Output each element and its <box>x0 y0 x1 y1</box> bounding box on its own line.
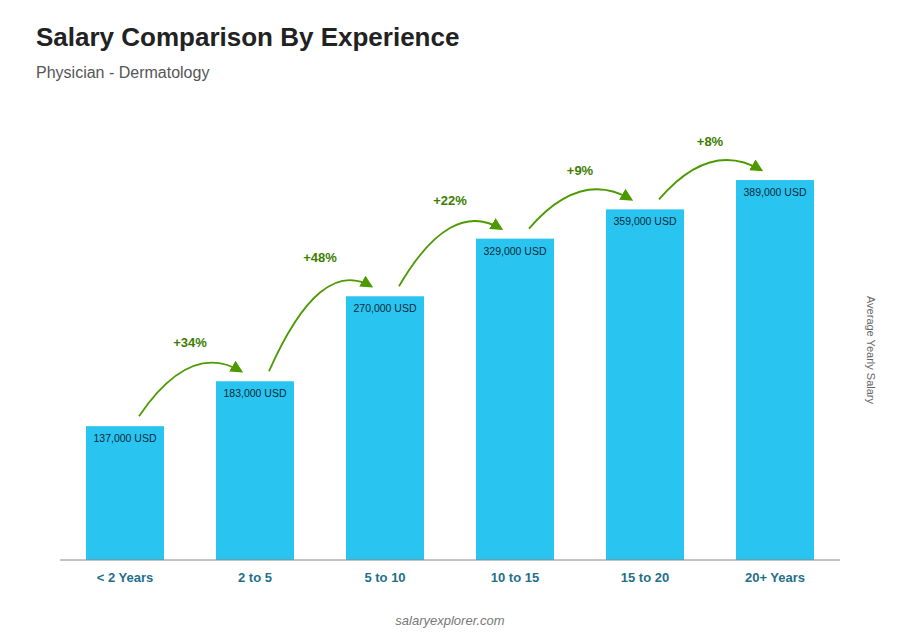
y-axis-label: Average Yearly Salary <box>865 296 877 405</box>
footer: salaryexplorer.com <box>395 613 505 628</box>
x-tick-label: < 2 Years <box>97 570 154 585</box>
annotation: +9% <box>567 163 594 178</box>
change-arrow <box>659 160 761 199</box>
x-axis-line <box>60 560 840 561</box>
x-tick-label: 10 to 15 <box>491 570 539 585</box>
annotation: +22% <box>433 193 467 208</box>
change-arrow <box>529 189 631 228</box>
change-arrow <box>399 221 501 286</box>
x-tick-label: 5 to 10 <box>364 570 405 585</box>
bar <box>736 180 814 560</box>
chart: Salary Comparison By Experience Physician… <box>0 0 900 641</box>
bar <box>86 426 164 560</box>
bars <box>86 180 814 560</box>
data-label: 183,000 USD <box>223 387 286 399</box>
title: Salary Comparison By Experience <box>36 22 459 52</box>
data-label: 329,000 USD <box>483 245 546 257</box>
bar <box>476 239 554 560</box>
subtitle: Physician - Dermatology <box>36 64 209 81</box>
x-tick-label: 15 to 20 <box>621 570 669 585</box>
data-label: 359,000 USD <box>613 215 676 227</box>
bar <box>606 209 684 560</box>
chart-container: Salary Comparison By Experience Physician… <box>0 0 900 641</box>
bar <box>346 296 424 560</box>
change-arrow <box>139 363 241 417</box>
x-tick-label: 2 to 5 <box>238 570 272 585</box>
bar <box>216 381 294 560</box>
annotation: +8% <box>697 134 724 149</box>
data-label: 137,000 USD <box>93 432 156 444</box>
annotation: +34% <box>173 335 207 350</box>
change-arrow <box>269 280 371 371</box>
x-tick-label: 20+ Years <box>745 570 805 585</box>
annotation: +48% <box>303 250 337 265</box>
data-label: 389,000 USD <box>743 186 806 198</box>
data-label: 270,000 USD <box>353 302 416 314</box>
